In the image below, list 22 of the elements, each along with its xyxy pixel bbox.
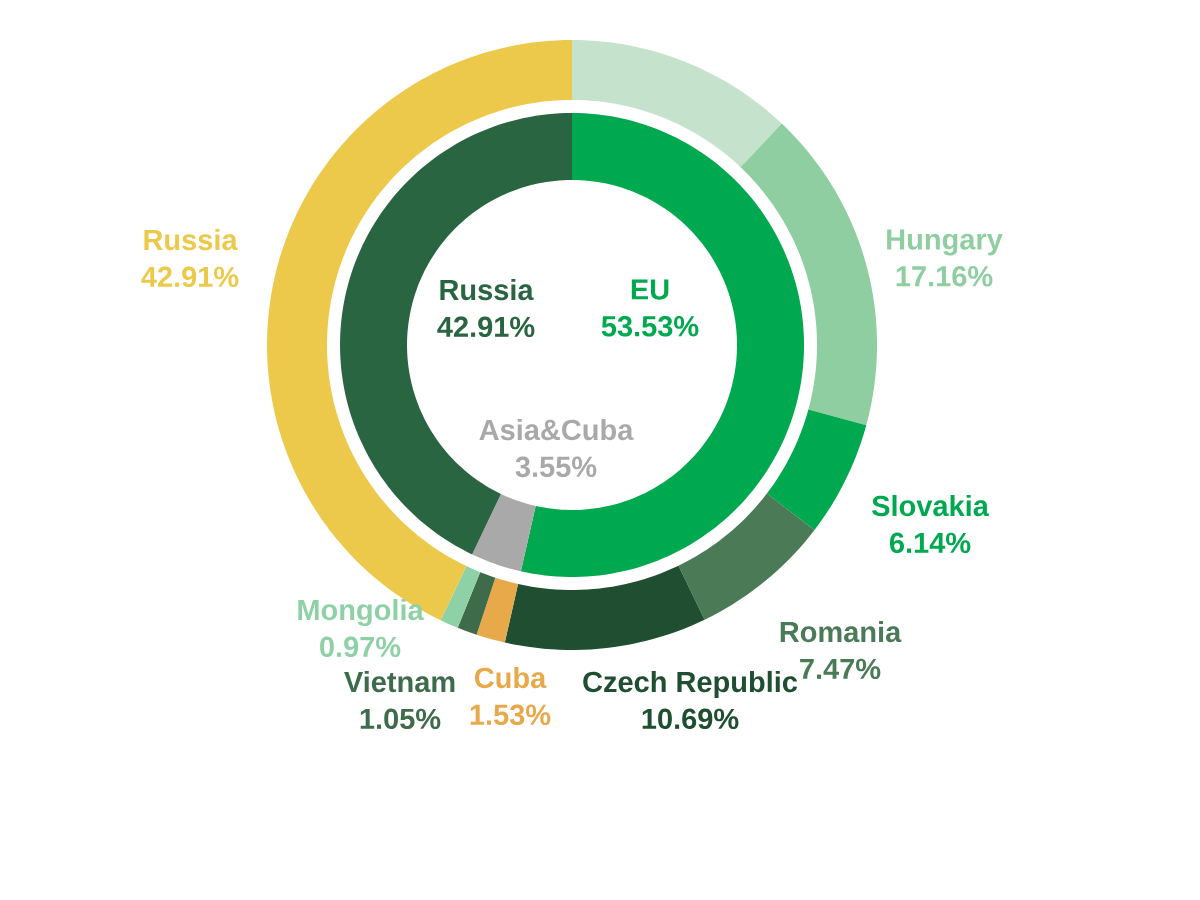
slice-label: Asia&Cuba — [479, 418, 634, 441]
data-label: 53.53% — [601, 316, 699, 337]
data-label: 3.55% — [515, 456, 597, 478]
slice-label: Czech Republic — [583, 670, 798, 698]
slice-label: Romania — [780, 620, 902, 643]
data-label: 6.14% — [889, 532, 971, 554]
slice-label: Mongolia — [298, 598, 424, 627]
data-label: 1.53% — [470, 704, 551, 726]
data-label: 10.69% — [642, 708, 739, 730]
data-label: 0.97% — [320, 636, 401, 658]
data-label: 17.16% — [896, 266, 993, 287]
slice-label: Russia — [144, 228, 238, 251]
slice-label: Slovakia — [872, 494, 990, 517]
data-label: 42.91% — [437, 316, 535, 338]
slice-label: Cuba — [474, 666, 547, 689]
slice-label: Hungary — [887, 229, 1003, 256]
data-label: 1.05% — [360, 708, 441, 730]
data-label: 42.91% — [141, 266, 239, 288]
data-label: 7.47% — [800, 658, 881, 680]
slice-label: Russia — [440, 278, 534, 301]
slice-label: Vietnam — [344, 670, 455, 693]
slice-label: EU — [631, 279, 669, 300]
